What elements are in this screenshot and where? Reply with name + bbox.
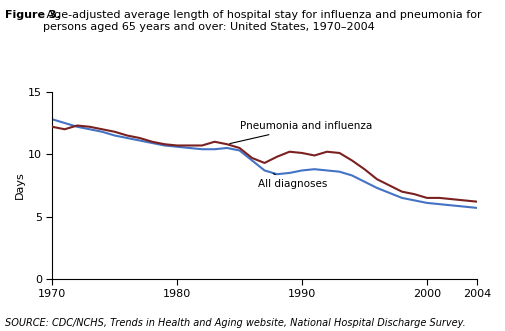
Text: Age-adjusted average length of hospital stay for influenza and pneumonia for
per: Age-adjusted average length of hospital … bbox=[43, 10, 481, 31]
Text: SOURCE: CDC/NCHS, Trends in Health and Aging website, National Hospital Discharg: SOURCE: CDC/NCHS, Trends in Health and A… bbox=[5, 318, 465, 328]
Text: All diagnoses: All diagnoses bbox=[258, 173, 327, 189]
Text: Figure 3.: Figure 3. bbox=[5, 10, 61, 20]
Text: Pneumonia and influenza: Pneumonia and influenza bbox=[229, 121, 371, 144]
Y-axis label: Days: Days bbox=[15, 171, 25, 199]
